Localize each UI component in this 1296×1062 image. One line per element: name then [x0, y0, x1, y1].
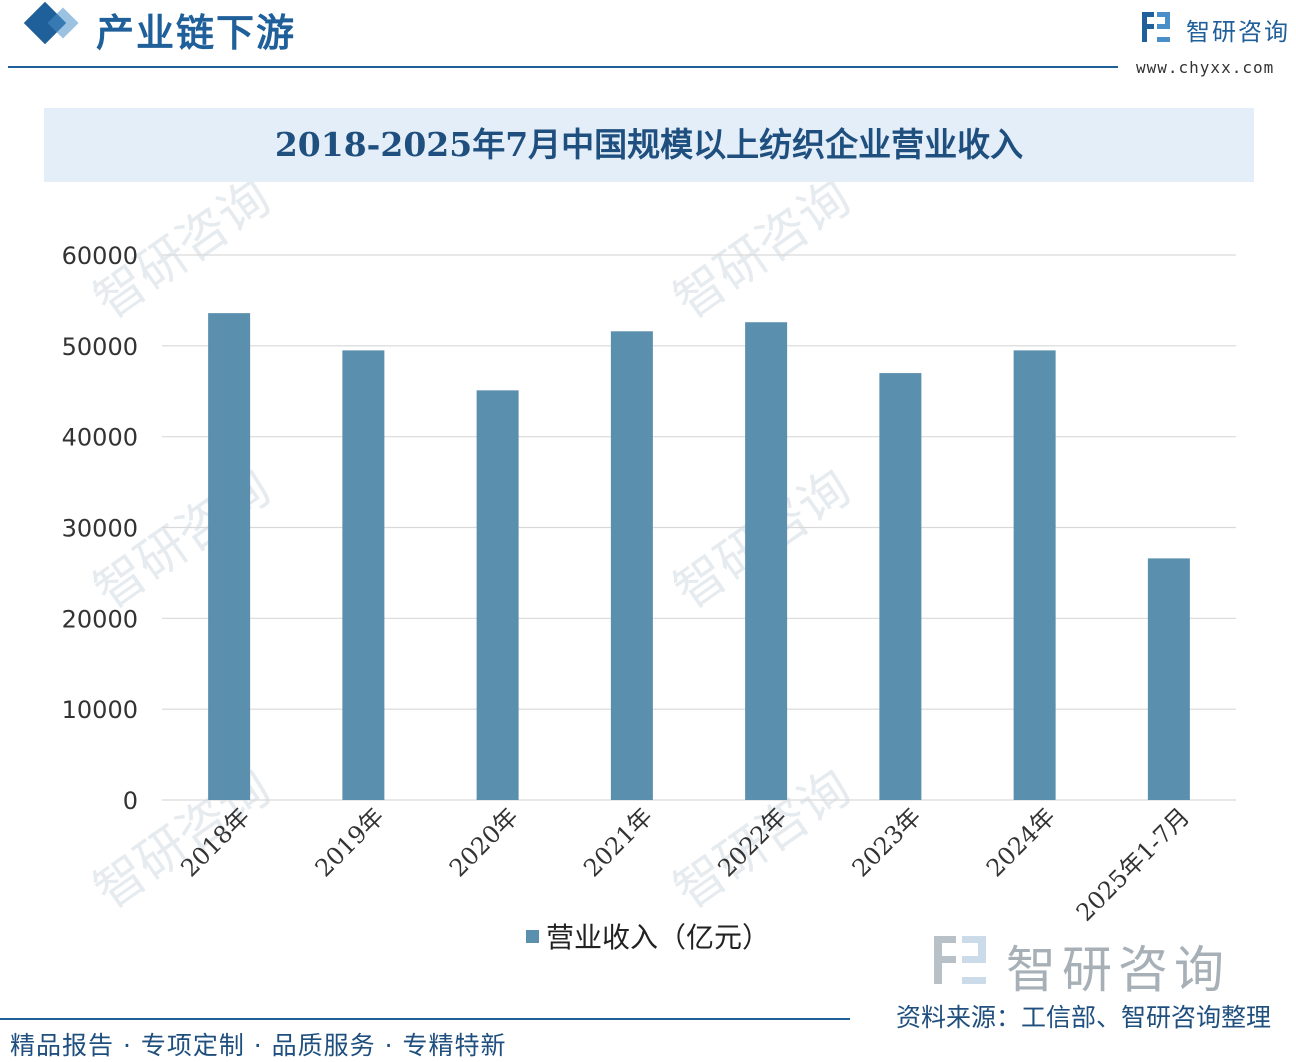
bottom-logo-icon: [934, 936, 986, 984]
bar: [208, 313, 251, 800]
y-tick-label: 20000: [62, 605, 138, 633]
bottom-logo-name: 智研咨询: [1006, 941, 1230, 999]
data-source: 资料来源：工信部、智研咨询整理: [896, 1003, 1272, 1032]
x-tick-label: 2024年: [981, 802, 1061, 882]
bar: [476, 390, 519, 800]
bar: [342, 350, 385, 800]
bar: [610, 331, 653, 800]
chart-title-banner: 2018-2025年7月中国规模以上纺织企业营业收入: [44, 108, 1254, 182]
footer-slogan: 精品报告 · 专项定制 · 品质服务 · 专精特新: [10, 1031, 507, 1060]
y-tick-label: 30000: [62, 515, 138, 543]
y-tick-label: 40000: [62, 424, 138, 452]
y-tick-label: 50000: [62, 333, 138, 361]
section-title: 产业链下游: [96, 10, 297, 55]
y-tick-label: 0: [123, 787, 138, 815]
chart-title: 2018-2025年7月中国规模以上纺织企业营业收入: [274, 125, 1024, 164]
legend-swatch: [526, 930, 539, 943]
y-tick-label: 10000: [62, 696, 138, 724]
header: 产业链下游 智研咨询 www.chyxx.com: [0, 0, 1296, 80]
legend-label: 营业收入（亿元）: [546, 921, 771, 954]
header-divider: [8, 66, 1118, 68]
footer-divider: [0, 1018, 850, 1020]
x-tick-label: 2020年: [444, 802, 524, 882]
x-tick-label: 2025年1-7月: [1071, 802, 1195, 926]
x-tick-label: 2022年: [712, 802, 792, 882]
brand: 智研咨询 www.chyxx.com: [1136, 8, 1296, 78]
x-tick-label: 2019年: [310, 802, 390, 882]
x-tick-label: 2021年: [578, 802, 658, 882]
bar: [1013, 350, 1056, 800]
y-tick-label: 60000: [62, 242, 138, 270]
bottom-logo: 智研咨询: [932, 930, 1272, 999]
brand-url: www.chyxx.com: [1136, 58, 1275, 77]
brand-name: 智研咨询: [1186, 18, 1290, 46]
bar: [879, 373, 922, 800]
x-tick-label: 2018年: [175, 802, 255, 882]
bar: [1147, 558, 1190, 800]
brand-logo-icon: [1142, 12, 1170, 42]
bar: [745, 322, 788, 800]
x-tick-label: 2023年: [847, 802, 927, 882]
